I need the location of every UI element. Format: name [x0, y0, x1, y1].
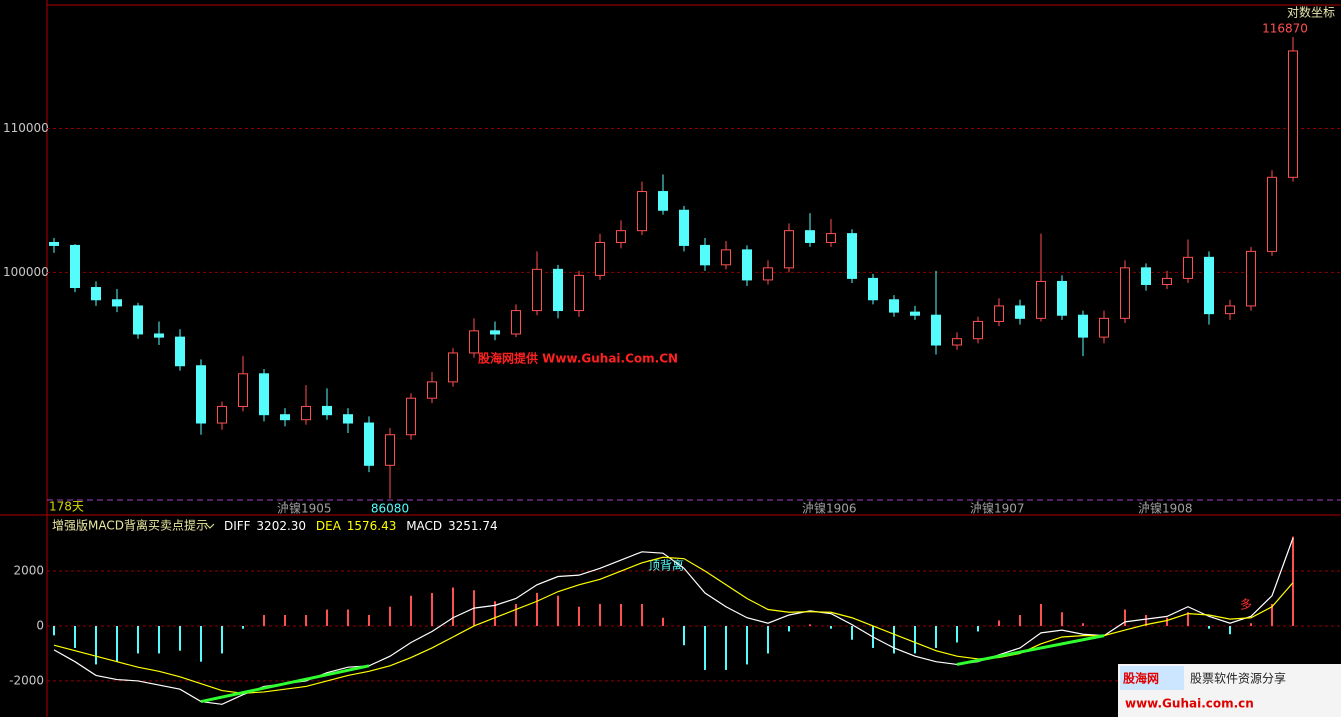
candle-body: [595, 241, 605, 276]
candle-body: [1036, 280, 1046, 319]
candle-body: [238, 373, 248, 407]
candle-body: [196, 365, 206, 424]
candle-body: [931, 314, 941, 346]
candle-body: [175, 336, 185, 367]
candle-body: [973, 320, 983, 340]
candle-body: [553, 268, 563, 312]
logo-badge: [1120, 666, 1184, 690]
candle-body: [847, 233, 857, 279]
dropdown-icon[interactable]: [205, 523, 215, 529]
candle-body: [385, 434, 395, 466]
candle-body: [154, 333, 164, 338]
candle-body: [1267, 176, 1277, 252]
indicator-line: [53, 556, 1294, 694]
series-name: MACD: [406, 519, 442, 533]
candle-body: [1183, 256, 1193, 279]
candle-body: [91, 287, 101, 301]
candle-body: [658, 191, 668, 211]
candle-body: [70, 244, 80, 289]
candle-body: [1162, 277, 1172, 285]
candle-body: [889, 299, 899, 313]
x-tick-label: 沪镍1907: [970, 502, 1025, 516]
period-label: 178天: [49, 500, 84, 514]
candle-body: [1015, 305, 1025, 319]
candle-body: [742, 249, 752, 281]
candle-body: [1225, 305, 1235, 315]
candle-body: [364, 422, 374, 466]
logo-slogan: 股票软件资源分享: [1190, 671, 1286, 686]
candle-body: [1057, 280, 1067, 316]
candle-body: [616, 230, 626, 243]
candle-body: [49, 241, 59, 246]
candle-body: [700, 244, 710, 266]
candle-body: [952, 338, 962, 346]
candle-body: [910, 311, 920, 316]
series-name: DEA: [316, 519, 342, 533]
candle-body: [448, 352, 458, 383]
x-tick-label: 沪镍1906: [802, 502, 857, 516]
series-value: 3251.74: [448, 519, 498, 533]
candle-body: [112, 299, 122, 307]
candle-body: [763, 267, 773, 281]
logo-name: 股海网: [1123, 671, 1159, 686]
x-tick-label: 沪镍1908: [1138, 502, 1193, 516]
high-label: 116870: [1262, 22, 1308, 36]
logo-url: www.Guhai.com.cn: [1125, 697, 1254, 711]
y-tick-label: 110000: [3, 121, 49, 135]
candle-body: [490, 330, 500, 335]
indicator-title: 增强版MACD背离买卖点提示: [52, 518, 208, 533]
candle-body: [301, 405, 311, 421]
series-value: 3202.30: [256, 519, 306, 533]
series-name: DIFF: [224, 519, 251, 533]
divergence-line: [956, 634, 1105, 666]
candle-body: [721, 249, 731, 266]
candle-body: [1078, 314, 1088, 338]
candle-body: [1246, 250, 1256, 307]
candle-body: [1204, 256, 1214, 315]
candle-body: [280, 414, 290, 421]
candle-body: [574, 274, 584, 312]
candle-body: [259, 373, 269, 416]
y-tick-label: -2000: [9, 673, 44, 687]
candle-body: [322, 405, 332, 416]
candle-body: [427, 381, 437, 399]
low-label: 86080: [371, 502, 409, 516]
candle-body: [1288, 50, 1298, 178]
candle-body: [532, 268, 542, 312]
candle-body: [868, 277, 878, 301]
candle-body: [826, 233, 836, 243]
candle-body: [994, 305, 1004, 322]
candle-body: [1099, 317, 1109, 338]
series-value: 1576.43: [347, 519, 397, 533]
candle-body: [343, 414, 353, 424]
candle-body: [133, 305, 143, 335]
candle-body: [679, 209, 689, 246]
x-tick-label: 沪镍1905: [277, 502, 332, 516]
candle-body: [1120, 267, 1130, 319]
candle-body: [406, 397, 416, 436]
scale-label: 对数坐标: [1287, 5, 1335, 20]
y-tick-label: 100000: [3, 265, 49, 279]
watermark: 股海网提供 Www.Guhai.Com.CN: [478, 351, 678, 366]
candle-body: [1141, 267, 1151, 285]
candle-body: [784, 230, 794, 269]
candle-body: [637, 191, 647, 232]
candle-body: [469, 330, 479, 354]
annotation: 多: [1240, 598, 1252, 612]
y-tick-label: 0: [36, 618, 44, 632]
y-tick-label: 2000: [13, 564, 44, 578]
candle-body: [805, 230, 815, 243]
candle-body: [511, 310, 521, 335]
indicator-values: DIFF 3202.30 DEA 1576.43 MACD 3251.74: [224, 519, 498, 533]
candle-body: [217, 405, 227, 424]
divergence-line: [200, 664, 370, 704]
